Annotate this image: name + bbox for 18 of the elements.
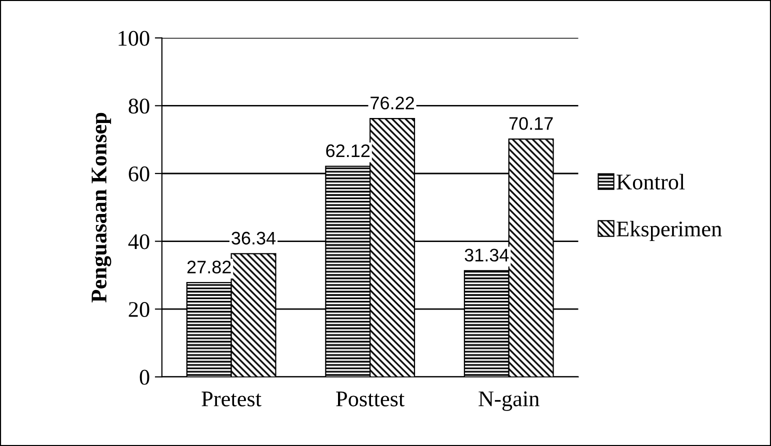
data-label: 36.34 [232,232,276,245]
data-label: 76.22 [370,96,414,110]
y-tick-label: 80 [128,98,150,114]
x-tick-label: N-gain [478,391,540,411]
x-tick-label: Posttest [336,392,405,406]
data-label: 27.82 [187,260,231,274]
y-tick-label: 40 [128,234,150,250]
y-tick-label: 60 [128,166,150,182]
data-label: 70.17 [509,117,553,130]
y-tick-label: 20 [128,302,150,318]
data-label: 31.34 [464,248,509,262]
y-tick-label: 0 [140,370,150,385]
y-axis-title: Penguasaan Konsep [92,112,112,302]
data-label: 62.12 [326,144,370,158]
x-tick-label: Pretest [202,392,262,406]
legend-label: Kontrol [616,174,685,190]
legend-label: Eksperimen [616,220,722,242]
y-tick-label: 100 [118,30,150,46]
